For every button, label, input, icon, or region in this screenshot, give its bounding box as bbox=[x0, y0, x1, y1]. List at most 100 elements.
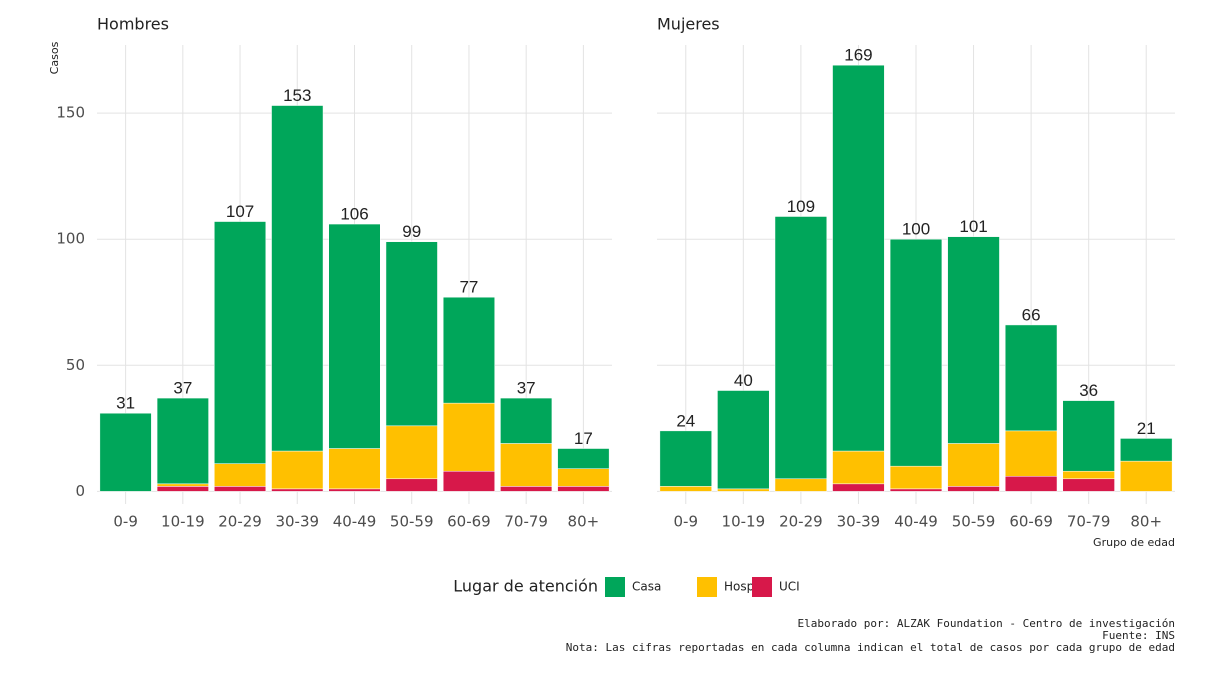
y-tick-label: 0 bbox=[75, 482, 85, 500]
bar-segment bbox=[1062, 478, 1115, 492]
x-tick-label: 40-49 bbox=[894, 513, 938, 531]
x-tick-label: 30-39 bbox=[275, 513, 319, 531]
total-label: 99 bbox=[402, 222, 421, 241]
x-tick-label: 60-69 bbox=[1009, 513, 1053, 531]
legend-swatch bbox=[697, 577, 717, 597]
x-tick-label: 50-59 bbox=[952, 513, 996, 531]
total-label: 109 bbox=[787, 197, 815, 216]
bar-segment bbox=[774, 216, 828, 480]
x-tick-label: 40-49 bbox=[333, 513, 377, 531]
bar-segment bbox=[214, 463, 267, 487]
bar-segment bbox=[832, 483, 885, 492]
bar-segment bbox=[385, 425, 438, 480]
total-label: 24 bbox=[676, 411, 695, 430]
total-label: 36 bbox=[1079, 381, 1098, 400]
bar-segment bbox=[1004, 476, 1058, 492]
total-label: 17 bbox=[574, 429, 593, 448]
total-label: 101 bbox=[959, 217, 987, 236]
bar-segment bbox=[500, 486, 553, 492]
bar-segment bbox=[328, 448, 381, 490]
total-label: 169 bbox=[844, 46, 872, 65]
total-label: 100 bbox=[902, 220, 930, 239]
bar-segment bbox=[214, 221, 267, 464]
total-label: 153 bbox=[283, 86, 311, 105]
x-tick-label: 80+ bbox=[1130, 513, 1162, 531]
bar-segment bbox=[947, 443, 1000, 487]
x-tick-label: 10-19 bbox=[722, 513, 766, 531]
bar-segment bbox=[328, 488, 381, 492]
legend-label: Casa bbox=[632, 580, 661, 594]
bar-segment bbox=[717, 488, 770, 492]
bar-segment bbox=[1062, 400, 1115, 472]
y-tick-label: 150 bbox=[56, 104, 85, 122]
bar-segment bbox=[442, 470, 495, 492]
bar-segment bbox=[1120, 438, 1173, 462]
bar-segment bbox=[947, 486, 1000, 492]
total-label: 37 bbox=[517, 379, 536, 398]
facet-title: Hombres bbox=[97, 15, 169, 34]
x-tick-label: 80+ bbox=[568, 513, 600, 531]
bar-segment bbox=[557, 448, 610, 469]
x-tick-label: 30-39 bbox=[837, 513, 881, 531]
y-tick-label: 50 bbox=[66, 356, 85, 374]
bar-segment bbox=[832, 450, 885, 485]
caption: Fuente: INS bbox=[1102, 629, 1175, 642]
total-label: 40 bbox=[734, 371, 753, 390]
bar-segment bbox=[385, 478, 438, 492]
legend-swatch bbox=[605, 577, 625, 597]
bar-segment bbox=[214, 486, 267, 492]
legend-label: UCI bbox=[779, 580, 800, 594]
bar-segment bbox=[832, 64, 885, 452]
bar-segment bbox=[1120, 460, 1173, 492]
bar-segment bbox=[271, 105, 324, 452]
x-tick-label: 0-9 bbox=[674, 513, 699, 531]
bar-segment bbox=[99, 412, 152, 492]
bar-segment bbox=[1004, 430, 1058, 477]
x-tick-label: 20-29 bbox=[779, 513, 823, 531]
bar-segment bbox=[442, 402, 495, 472]
total-label: 21 bbox=[1137, 419, 1156, 438]
bar-segment bbox=[659, 430, 712, 487]
x-tick-label: 50-59 bbox=[390, 513, 434, 531]
y-axis-label: Casos bbox=[48, 41, 61, 74]
bar-segment bbox=[385, 241, 438, 427]
x-tick-label: 20-29 bbox=[218, 513, 262, 531]
total-label: 37 bbox=[173, 379, 192, 398]
total-label: 106 bbox=[340, 205, 368, 224]
total-label: 77 bbox=[459, 278, 478, 297]
total-label: 107 bbox=[226, 202, 254, 221]
x-tick-label: 70-79 bbox=[504, 513, 548, 531]
bar-segment bbox=[889, 238, 943, 467]
legend-title: Lugar de atención bbox=[453, 577, 598, 596]
x-tick-label: 0-9 bbox=[113, 513, 138, 531]
bar-segment bbox=[328, 223, 381, 449]
bar-segment bbox=[774, 478, 828, 492]
bar-segment bbox=[947, 236, 1000, 444]
y-tick-label: 100 bbox=[56, 230, 85, 248]
bar-segment bbox=[659, 486, 712, 492]
bar-segment bbox=[156, 397, 209, 485]
facet-title: Mujeres bbox=[657, 15, 720, 34]
bar-segment bbox=[500, 443, 553, 487]
caption: Nota: Las cifras reportadas en cada colu… bbox=[566, 641, 1175, 654]
bar-segment bbox=[889, 488, 943, 492]
bar-segment bbox=[271, 488, 324, 492]
bar-segment bbox=[717, 390, 770, 490]
total-label: 31 bbox=[116, 394, 135, 413]
bar-segment bbox=[1004, 324, 1058, 432]
bar-segment bbox=[557, 486, 610, 492]
bar-segment bbox=[271, 450, 324, 490]
bar-segment bbox=[500, 397, 553, 444]
x-tick-label: 10-19 bbox=[161, 513, 205, 531]
bar-segment bbox=[156, 486, 209, 492]
x-tick-label: 70-79 bbox=[1067, 513, 1111, 531]
bar-segment bbox=[557, 468, 610, 487]
caption: Elaborado por: ALZAK Foundation - Centro… bbox=[798, 617, 1176, 630]
bar-segment bbox=[1062, 470, 1115, 480]
bar-segment bbox=[889, 465, 943, 490]
x-axis-label: Grupo de edad bbox=[1093, 536, 1175, 549]
total-label: 66 bbox=[1022, 305, 1041, 324]
legend-swatch bbox=[752, 577, 772, 597]
bar-segment bbox=[442, 296, 495, 404]
